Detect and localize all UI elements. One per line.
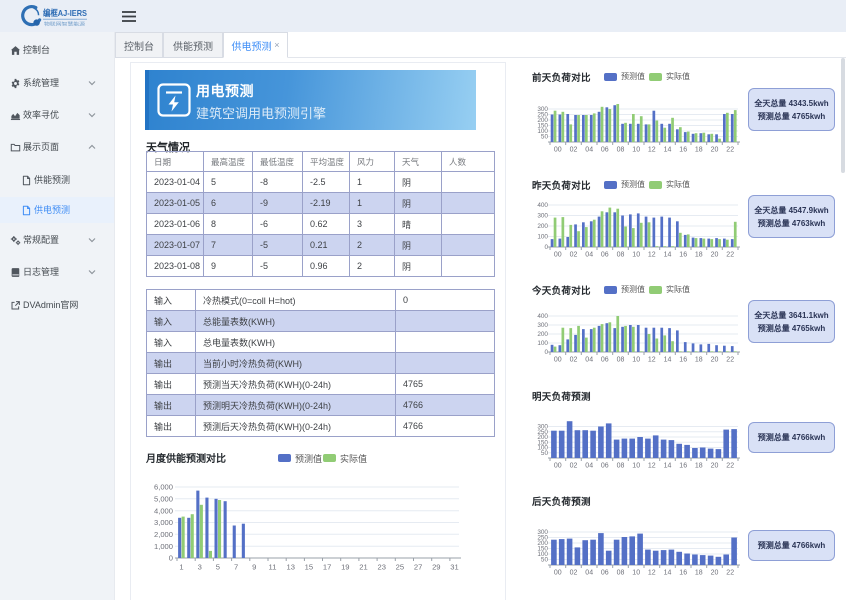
svg-text:02: 02 — [570, 463, 578, 470]
svg-text:10: 10 — [632, 357, 640, 364]
svg-text:50: 50 — [541, 450, 549, 457]
svg-text:20: 20 — [711, 147, 719, 154]
svg-text:00: 00 — [554, 147, 562, 154]
svg-text:50: 50 — [541, 557, 549, 564]
svg-text:08: 08 — [617, 147, 625, 154]
svg-text:16: 16 — [679, 147, 687, 154]
svg-text:06: 06 — [601, 147, 609, 154]
svg-text:物联网智慧能源: 物联网智慧能源 — [44, 21, 86, 28]
svg-text:04: 04 — [585, 147, 593, 154]
svg-text:20: 20 — [711, 252, 719, 259]
svg-text:18: 18 — [695, 357, 703, 364]
svg-text:04: 04 — [585, 252, 593, 259]
svg-text:10: 10 — [632, 252, 640, 259]
svg-text:200: 200 — [537, 223, 548, 230]
svg-text:02: 02 — [570, 570, 578, 577]
svg-text:20: 20 — [711, 357, 719, 364]
svg-text:12: 12 — [648, 147, 656, 154]
svg-text:00: 00 — [554, 252, 562, 259]
svg-text:18: 18 — [695, 252, 703, 259]
svg-text:06: 06 — [601, 357, 609, 364]
svg-text:100: 100 — [537, 128, 548, 135]
svg-text:04: 04 — [585, 357, 593, 364]
svg-text:04: 04 — [585, 570, 593, 577]
svg-text:16: 16 — [679, 252, 687, 259]
svg-text:100: 100 — [537, 551, 548, 558]
svg-text:08: 08 — [617, 357, 625, 364]
svg-text:14: 14 — [664, 463, 672, 470]
svg-text:300: 300 — [537, 106, 548, 113]
svg-text:400: 400 — [537, 202, 548, 209]
svg-text:22: 22 — [726, 357, 734, 364]
svg-text:12: 12 — [648, 463, 656, 470]
svg-text:20: 20 — [711, 570, 719, 577]
svg-text:200: 200 — [537, 117, 548, 124]
svg-text:100: 100 — [537, 445, 548, 452]
svg-text:200: 200 — [537, 434, 548, 441]
svg-text:10: 10 — [632, 570, 640, 577]
svg-text:08: 08 — [617, 463, 625, 470]
svg-text:18: 18 — [695, 570, 703, 577]
svg-text:12: 12 — [648, 570, 656, 577]
svg-text:14: 14 — [664, 147, 672, 154]
svg-text:10: 10 — [632, 463, 640, 470]
svg-text:100: 100 — [537, 234, 548, 241]
svg-text:300: 300 — [537, 322, 548, 329]
svg-text:08: 08 — [617, 570, 625, 577]
svg-text:250: 250 — [537, 112, 548, 119]
svg-text:50: 50 — [541, 134, 549, 141]
svg-text:12: 12 — [648, 252, 656, 259]
svg-text:150: 150 — [537, 123, 548, 130]
svg-text:100: 100 — [537, 340, 548, 347]
svg-text:18: 18 — [695, 147, 703, 154]
svg-text:编框AJ-IERS: 编框AJ-IERS — [43, 8, 87, 18]
svg-text:20: 20 — [711, 463, 719, 470]
svg-text:00: 00 — [554, 357, 562, 364]
svg-text:22: 22 — [726, 463, 734, 470]
svg-text:12: 12 — [648, 357, 656, 364]
svg-text:150: 150 — [537, 439, 548, 446]
svg-text:250: 250 — [537, 535, 548, 542]
svg-text:02: 02 — [570, 357, 578, 364]
svg-text:06: 06 — [601, 570, 609, 577]
svg-text:10: 10 — [632, 147, 640, 154]
svg-text:22: 22 — [726, 570, 734, 577]
svg-text:300: 300 — [537, 529, 548, 536]
svg-text:14: 14 — [664, 357, 672, 364]
svg-text:250: 250 — [537, 429, 548, 436]
svg-text:16: 16 — [679, 463, 687, 470]
svg-text:14: 14 — [664, 570, 672, 577]
svg-text:0: 0 — [544, 349, 548, 356]
svg-text:300: 300 — [537, 213, 548, 220]
svg-text:02: 02 — [570, 147, 578, 154]
svg-text:300: 300 — [537, 424, 548, 431]
svg-text:18: 18 — [695, 463, 703, 470]
svg-text:06: 06 — [601, 252, 609, 259]
svg-text:0: 0 — [544, 244, 548, 251]
svg-text:400: 400 — [537, 313, 548, 320]
svg-text:22: 22 — [726, 147, 734, 154]
svg-text:200: 200 — [537, 540, 548, 547]
svg-text:200: 200 — [537, 331, 548, 338]
svg-text:02: 02 — [570, 252, 578, 259]
svg-text:04: 04 — [585, 463, 593, 470]
svg-text:150: 150 — [537, 546, 548, 553]
svg-text:16: 16 — [679, 357, 687, 364]
svg-text:08: 08 — [617, 252, 625, 259]
svg-text:16: 16 — [679, 570, 687, 577]
svg-text:00: 00 — [554, 463, 562, 470]
svg-text:14: 14 — [664, 252, 672, 259]
svg-text:00: 00 — [554, 570, 562, 577]
svg-text:06: 06 — [601, 463, 609, 470]
svg-text:22: 22 — [726, 252, 734, 259]
